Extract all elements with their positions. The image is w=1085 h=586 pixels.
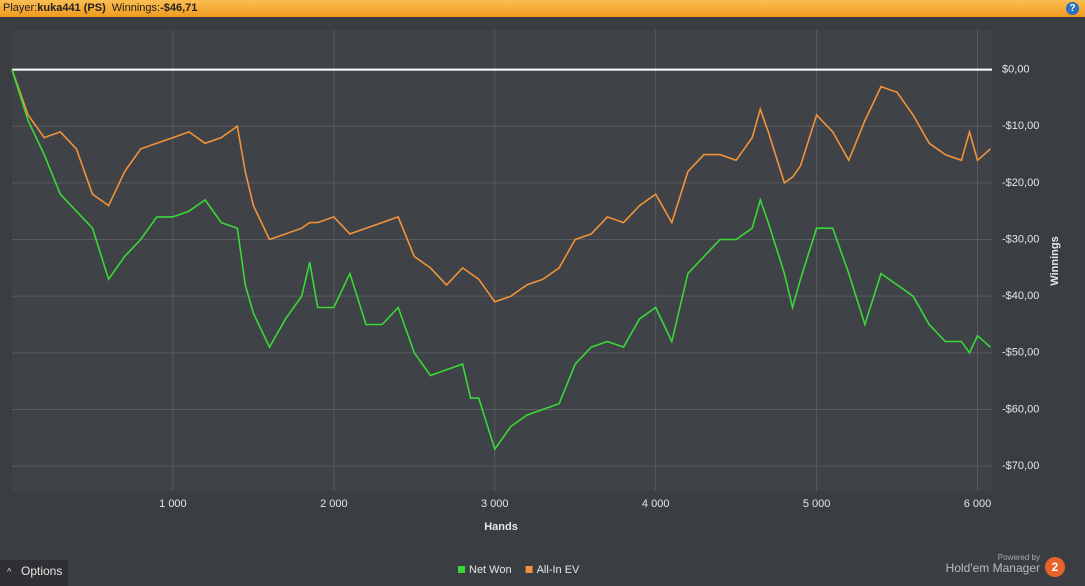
series-line xyxy=(11,69,991,303)
x-tick-label: 3 000 xyxy=(481,498,509,510)
y-tick-label: -$30,00 xyxy=(1002,233,1039,245)
options-label: Options xyxy=(21,564,62,578)
options-arrow: ^ xyxy=(7,566,12,576)
header-bar: Player:kuka441 (PS) Winnings:-$46,71 ? xyxy=(0,0,1085,17)
y-tick-label: -$10,00 xyxy=(1002,120,1039,132)
x-tick-label: 4 000 xyxy=(642,498,670,510)
winnings-label: Winnings: xyxy=(111,2,161,14)
player-name: kuka441 (PS) xyxy=(37,2,106,14)
brand-logo xyxy=(1045,557,1065,577)
y-tick-label: -$50,00 xyxy=(1002,347,1039,359)
chart: Hands Winnings ^ Options Powered by Hold… xyxy=(0,30,1065,586)
brand-name: Hold'em Manager xyxy=(946,561,1040,575)
y-tick-label: -$60,00 xyxy=(1002,403,1039,415)
series-line xyxy=(11,69,991,451)
y-tick-label: -$70,00 xyxy=(1002,460,1039,472)
powered-by: Powered by xyxy=(998,553,1040,562)
winnings-value: -$46,71 xyxy=(160,2,198,14)
legend-swatch xyxy=(525,566,533,573)
options-button[interactable] xyxy=(0,560,68,586)
brand-logo-number: 2 xyxy=(1052,560,1059,574)
legend-label: Net Won xyxy=(469,564,512,576)
x-tick-label: 1 000 xyxy=(159,498,187,510)
x-tick-label: 6 000 xyxy=(964,498,992,510)
help-button[interactable]: ? xyxy=(1066,2,1079,15)
x-tick-label: 2 000 xyxy=(320,498,348,510)
y-axis-label: Winnings xyxy=(1049,236,1061,285)
x-axis-label: Hands xyxy=(484,521,518,533)
plot-area xyxy=(12,30,992,491)
y-tick-label: $0,00 xyxy=(1002,64,1030,76)
x-tick-label: 5 000 xyxy=(803,498,831,510)
y-tick-label: -$20,00 xyxy=(1002,177,1039,189)
legend-label: All-In EV xyxy=(537,564,580,576)
player-label: Player: xyxy=(3,2,38,14)
legend-swatch xyxy=(458,566,465,573)
y-tick-label: -$40,00 xyxy=(1002,290,1039,302)
